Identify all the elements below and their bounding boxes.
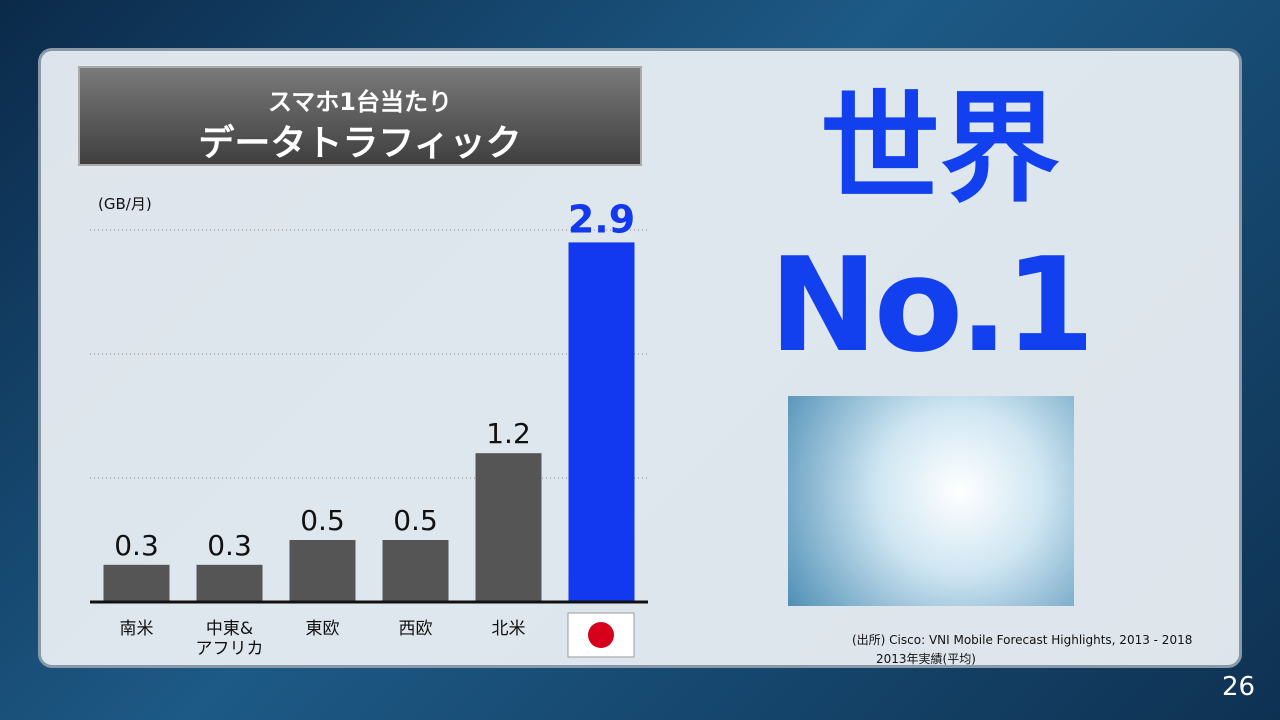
- data-label: 1.2: [486, 417, 531, 450]
- source-note: 2013年実績(平均): [876, 652, 976, 666]
- x-tick-label: 西欧: [398, 619, 433, 639]
- y-axis-label: (GB/月): [98, 195, 152, 213]
- x-tick-label: 中東& アフリカ: [195, 619, 264, 659]
- title-line: スマホ1台当たり: [268, 88, 452, 116]
- x-tick-label: 北米: [491, 619, 526, 639]
- photo: [788, 396, 1074, 606]
- data-label: 0.3: [114, 529, 159, 562]
- data-label: 0.3: [207, 529, 252, 562]
- data-label: 0.5: [300, 504, 345, 537]
- bar: [103, 564, 170, 602]
- title-line: データトラフィック: [198, 123, 522, 164]
- title-box: スマホ1台当たり データトラフィック: [78, 66, 642, 166]
- bar: [475, 453, 542, 602]
- headline: 世界: [820, 80, 1060, 219]
- source: (出所) Cisco: VNI Mobile Forecast Highligh…: [852, 633, 1193, 647]
- x-tick-label: 南米: [119, 619, 154, 639]
- data-label: 2.9: [568, 197, 635, 241]
- data-label: 0.5: [393, 504, 438, 537]
- bar: [196, 564, 263, 602]
- page-number: 26: [1222, 672, 1256, 702]
- bar: [289, 540, 356, 602]
- x-tick-label: 東欧: [305, 619, 340, 639]
- bar: [568, 242, 635, 602]
- flag-circle: [588, 622, 614, 648]
- bar: [382, 540, 449, 602]
- headline: No.1: [769, 229, 1095, 381]
